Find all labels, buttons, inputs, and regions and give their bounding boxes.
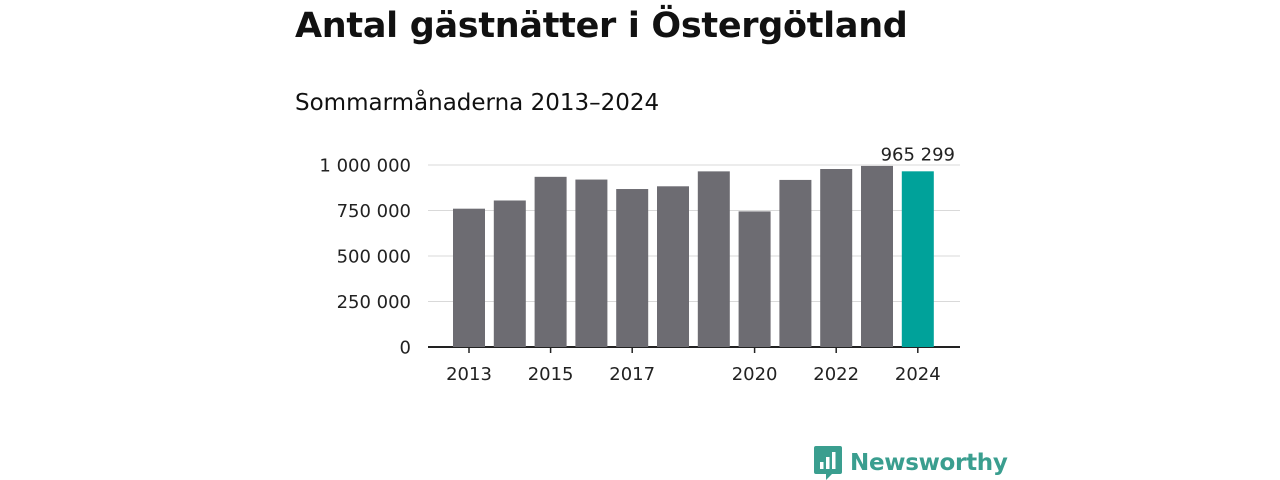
bar-value-label: 965 299 bbox=[881, 144, 955, 165]
bar-2024 bbox=[901, 171, 934, 347]
newsworthy-brand: Newsworthy bbox=[814, 446, 1008, 480]
bar-2022 bbox=[820, 169, 853, 347]
bar-2015 bbox=[534, 176, 567, 347]
bar-2023 bbox=[861, 165, 893, 347]
bar-2013 bbox=[453, 208, 485, 347]
newsworthy-logo-icon bbox=[814, 446, 842, 480]
bars bbox=[453, 165, 934, 347]
x-tick-label: 2020 bbox=[732, 364, 778, 385]
y-axis-ticks: 0 250 000 500 000 750 000 1 000 000 bbox=[319, 156, 411, 359]
y-tick-label: 500 000 bbox=[337, 247, 411, 268]
chart-title: Antal gästnätter i Östergötland bbox=[295, 6, 908, 46]
y-tick-label: 1 000 000 bbox=[319, 156, 411, 177]
bar-chart: 0 250 000 500 000 750 000 1 000 000 2013 2015… bbox=[319, 144, 960, 385]
bar-2021 bbox=[779, 179, 812, 347]
x-tick-label: 2015 bbox=[528, 364, 574, 385]
annotations: 965 299 bbox=[881, 144, 955, 165]
bar-2016 bbox=[575, 179, 608, 347]
bar-2018 bbox=[657, 186, 689, 347]
bar-2017 bbox=[616, 189, 649, 347]
x-tick-label: 2017 bbox=[609, 364, 655, 385]
chart-subtitle: Sommarmånaderna 2013–2024 bbox=[295, 90, 660, 116]
x-tick-label: 2022 bbox=[813, 364, 859, 385]
y-tick-label: 0 bbox=[400, 338, 411, 359]
bar-2014 bbox=[493, 200, 526, 347]
y-tick-label: 750 000 bbox=[337, 201, 411, 222]
brand-name: Newsworthy bbox=[850, 450, 1008, 476]
x-tick-label: 2024 bbox=[895, 364, 941, 385]
x-axis-ticks: 2013 2015 2017 2020 2022 2024 bbox=[446, 347, 941, 385]
x-tick-label: 2013 bbox=[446, 364, 492, 385]
bar-2019 bbox=[697, 171, 730, 347]
bar-2020 bbox=[738, 211, 771, 347]
y-tick-label: 250 000 bbox=[337, 292, 411, 313]
